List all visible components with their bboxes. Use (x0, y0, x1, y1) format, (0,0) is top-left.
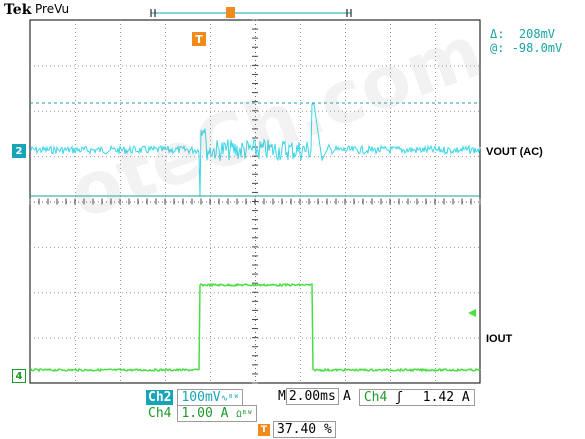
ch2-tag: Ch2 (146, 390, 174, 405)
ch4-tag: Ch4 (148, 406, 172, 421)
iout-label: IOUT (486, 333, 513, 345)
dc-coupling-icon: Ωᴮᵂ (236, 410, 253, 420)
ch4-scale-box: 1.00 A Ωᴮᵂ (177, 405, 257, 422)
trigger-level-arrow (468, 309, 476, 317)
trigger-position-marker[interactable]: T (192, 32, 206, 46)
waveforms (29, 103, 481, 373)
record-view-bar (150, 9, 352, 17)
vout-label: VOUT (AC) (486, 146, 543, 158)
vout-trace (29, 103, 481, 198)
trigger-icon: T (258, 423, 270, 436)
ch2-scale-box: 100mV∿ᴮᵂ (177, 389, 244, 406)
cursor-readout: Δ: 208mV @: -98.0mV (490, 27, 563, 55)
ch4-status[interactable]: Ch4 1.00 A Ωᴮᵂ (146, 405, 257, 422)
ch4-ground-marker[interactable]: 4 (12, 369, 26, 383)
ch2-ground-marker[interactable]: 2 (12, 144, 26, 158)
graticule-grid (29, 19, 481, 384)
timebase-status[interactable]: M 2.00ms (278, 388, 339, 405)
brand-logo: Tek (4, 2, 32, 18)
record-trigger-icon (226, 7, 235, 18)
trigger-position-status[interactable]: T 37.40 % (258, 421, 336, 438)
ac-coupling-icon: ∿ᴮᵂ (220, 394, 240, 404)
trigger-source-box: Ch4 ʃ 1.42 A (358, 389, 475, 406)
iout-trace (29, 282, 481, 373)
acquisition-mode: PreVu (35, 2, 70, 16)
ch2-status[interactable]: Ch2 100mV∿ᴮᵂ (146, 389, 244, 406)
trigger-status[interactable]: A Ch4 ʃ 1.42 A (343, 389, 475, 406)
rising-edge-icon: ʃ (395, 390, 403, 405)
